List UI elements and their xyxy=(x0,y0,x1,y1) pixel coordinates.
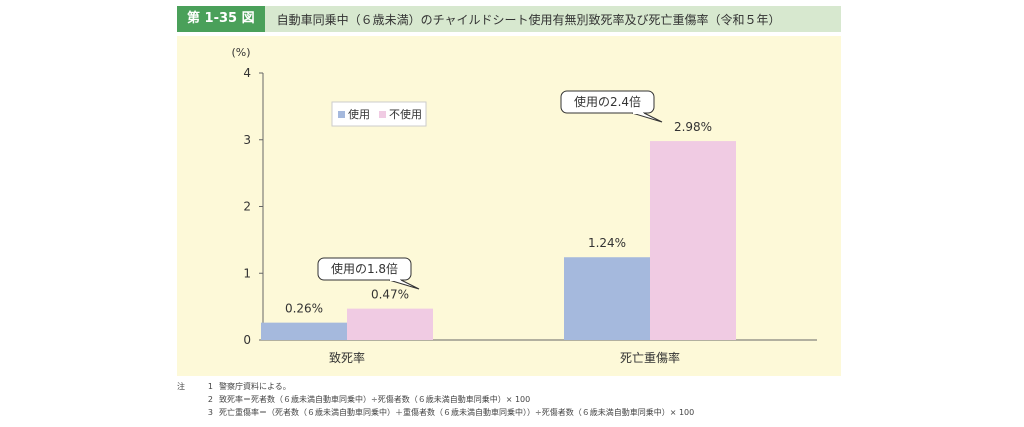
figure-header: 第 1-35 図 自動車同乗中（６歳未満）のチャイルドシート使用有無別致死率及び… xyxy=(177,6,841,32)
legend-label-nonuse: 不使用 xyxy=(389,108,422,121)
bar-use xyxy=(261,322,347,340)
y-tick-label: 4 xyxy=(243,66,251,80)
notes: 注 1 警察庁資料による。 2 致死率＝死者数（６歳未満自動車同乗中）÷死傷者数… xyxy=(177,380,694,419)
data-label: 0.47% xyxy=(371,288,409,302)
note-row: 2 致死率＝死者数（６歳未満自動車同乗中）÷死傷者数（６歳未満自動車同乗中）× … xyxy=(177,393,694,406)
callout-text: 使用の2.4倍 xyxy=(574,94,641,109)
note-number: 3 xyxy=(207,408,213,417)
chart-panel: 0 1 2 3 4 (%) 0.26% 1.24% 0.47% 2.98% 致死率 死亡重傷率 使用 不使… xyxy=(177,36,841,376)
bar-use xyxy=(564,257,650,340)
data-label: 2.98% xyxy=(674,120,712,134)
legend-swatch-nonuse xyxy=(379,111,386,118)
y-tick-label: 0 xyxy=(243,333,251,347)
note-mark: 注 xyxy=(177,382,185,391)
figure-number: 第 1-35 図 xyxy=(177,6,265,32)
legend-label-use: 使用 xyxy=(348,108,370,121)
note-text: 致死率＝死者数（６歳未満自動車同乗中）÷死傷者数（６歳未満自動車同乗中）× 10… xyxy=(219,395,531,404)
callout-pointer xyxy=(388,279,420,290)
bar-nonuse xyxy=(650,141,736,340)
callout-box xyxy=(560,90,655,114)
legend-swatch-use xyxy=(338,111,345,118)
callout-text: 使用の1.8倍 xyxy=(331,261,398,276)
callout-box xyxy=(317,257,412,281)
y-unit-label: (%) xyxy=(231,46,250,59)
note-number: 2 xyxy=(207,395,213,404)
bar-nonuse xyxy=(347,308,433,340)
y-tick-label: 1 xyxy=(243,266,251,280)
x-category-label: 死亡重傷率 xyxy=(620,350,680,365)
x-category-label: 致死率 xyxy=(329,350,365,365)
note-number: 1 xyxy=(207,382,213,391)
y-tick-label: 2 xyxy=(243,200,251,214)
data-label: 1.24% xyxy=(588,236,626,250)
note-text: 死亡重傷率＝（死者数（６歳未満自動車同乗中）＋重傷者数（６歳未満自動車同乗中））… xyxy=(219,408,695,417)
y-tick-label: 3 xyxy=(243,133,251,147)
note-row: 3 死亡重傷率＝（死者数（６歳未満自動車同乗中）＋重傷者数（６歳未満自動車同乗中… xyxy=(177,406,694,419)
figure-title: 自動車同乗中（６歳未満）のチャイルドシート使用有無別致死率及び死亡重傷率（令和５… xyxy=(276,12,781,27)
note-row: 注 1 警察庁資料による。 xyxy=(177,380,694,393)
note-text: 警察庁資料による。 xyxy=(219,382,291,391)
data-label: 0.26% xyxy=(285,302,323,316)
bar-chart: 0 1 2 3 4 (%) 0.26% 1.24% 0.47% 2.98% 致死率 死亡重傷率 使用 不使… xyxy=(231,46,817,365)
callout-pointer xyxy=(631,112,663,123)
